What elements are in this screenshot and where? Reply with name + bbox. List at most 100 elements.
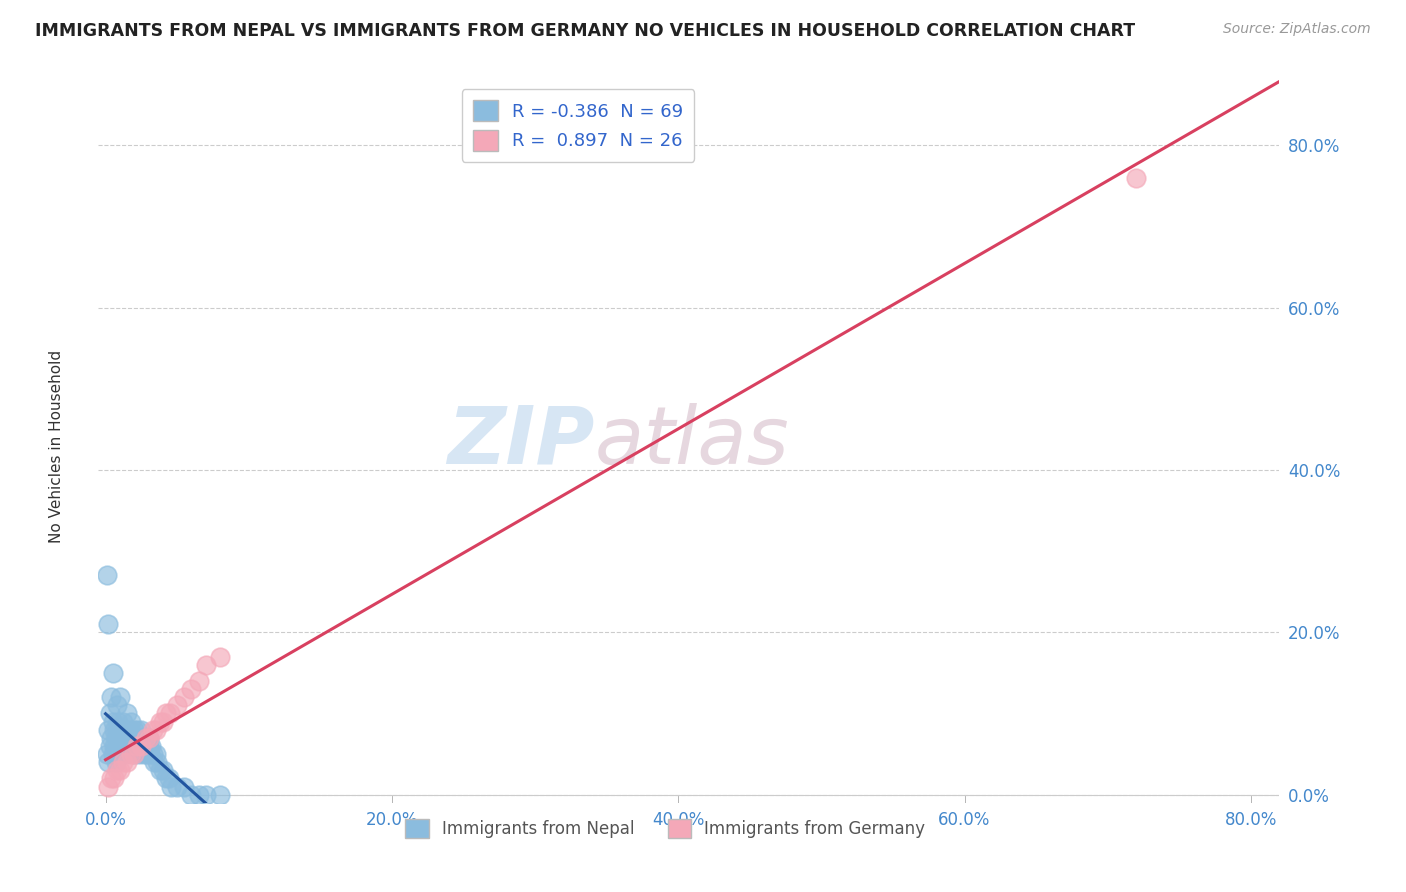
Point — [110, 723, 132, 737]
Point — [173, 780, 195, 794]
Point — [107, 714, 129, 729]
Point — [155, 706, 177, 721]
Point — [98, 739, 121, 753]
Point — [100, 690, 122, 705]
Point — [152, 764, 174, 778]
Point — [111, 731, 134, 745]
Point — [114, 739, 136, 753]
Point — [135, 739, 157, 753]
Point — [143, 755, 166, 769]
Text: IMMIGRANTS FROM NEPAL VS IMMIGRANTS FROM GERMANY NO VEHICLES IN HOUSEHOLD CORREL: IMMIGRANTS FROM NEPAL VS IMMIGRANTS FROM… — [35, 22, 1135, 40]
Point — [129, 731, 152, 745]
Point — [97, 723, 120, 737]
Point — [104, 755, 127, 769]
Point — [194, 657, 217, 672]
Point — [149, 764, 172, 778]
Point — [166, 780, 188, 794]
Point — [120, 714, 142, 729]
Point — [96, 747, 118, 761]
Point — [100, 772, 122, 786]
Point — [136, 747, 159, 761]
Point — [1125, 170, 1147, 185]
Point — [135, 731, 157, 745]
Legend: Immigrants from Nepal, Immigrants from Germany: Immigrants from Nepal, Immigrants from G… — [398, 813, 932, 845]
Point — [138, 731, 160, 745]
Point — [103, 723, 125, 737]
Point — [173, 690, 195, 705]
Point — [107, 739, 129, 753]
Point — [118, 723, 141, 737]
Point — [115, 755, 138, 769]
Point — [101, 665, 124, 680]
Text: No Vehicles in Household: No Vehicles in Household — [49, 350, 63, 542]
Point — [121, 739, 143, 753]
Point — [111, 755, 134, 769]
Point — [97, 755, 120, 769]
Point — [139, 747, 162, 761]
Point — [100, 731, 122, 745]
Point — [146, 755, 169, 769]
Point — [98, 706, 121, 721]
Point — [96, 568, 118, 582]
Point — [108, 731, 131, 745]
Point — [108, 747, 131, 761]
Point — [117, 739, 139, 753]
Point — [105, 698, 128, 713]
Point — [128, 747, 150, 761]
Point — [141, 739, 163, 753]
Point — [115, 731, 138, 745]
Point — [122, 723, 145, 737]
Point — [155, 772, 177, 786]
Point — [101, 714, 124, 729]
Point — [131, 739, 153, 753]
Point — [142, 747, 165, 761]
Point — [157, 772, 180, 786]
Point — [187, 788, 209, 802]
Point — [108, 764, 131, 778]
Point — [187, 673, 209, 688]
Point — [145, 747, 167, 761]
Point — [152, 714, 174, 729]
Point — [160, 780, 183, 794]
Point — [209, 649, 232, 664]
Point — [97, 780, 120, 794]
Point — [105, 764, 128, 778]
Point — [180, 682, 202, 697]
Point — [111, 714, 134, 729]
Point — [103, 739, 125, 753]
Point — [101, 747, 124, 761]
Point — [104, 731, 127, 745]
Point — [112, 747, 135, 761]
Point — [194, 788, 217, 802]
Point — [134, 747, 156, 761]
Point — [125, 739, 148, 753]
Point — [132, 731, 155, 745]
Point — [145, 723, 167, 737]
Point — [159, 706, 181, 721]
Point — [149, 714, 172, 729]
Point — [125, 723, 148, 737]
Point — [115, 706, 138, 721]
Point — [142, 723, 165, 737]
Text: Source: ZipAtlas.com: Source: ZipAtlas.com — [1223, 22, 1371, 37]
Text: atlas: atlas — [595, 402, 789, 481]
Point — [131, 723, 153, 737]
Point — [124, 731, 146, 745]
Point — [138, 731, 160, 745]
Point — [209, 788, 232, 802]
Point — [114, 723, 136, 737]
Point — [138, 739, 160, 753]
Point — [108, 690, 131, 705]
Point — [125, 739, 148, 753]
Point — [131, 739, 153, 753]
Point — [97, 617, 120, 632]
Point — [105, 723, 128, 737]
Point — [122, 747, 145, 761]
Point — [110, 739, 132, 753]
Point — [122, 747, 145, 761]
Point — [166, 698, 188, 713]
Point — [120, 731, 142, 745]
Text: ZIP: ZIP — [447, 402, 595, 481]
Point — [120, 747, 142, 761]
Point — [180, 788, 202, 802]
